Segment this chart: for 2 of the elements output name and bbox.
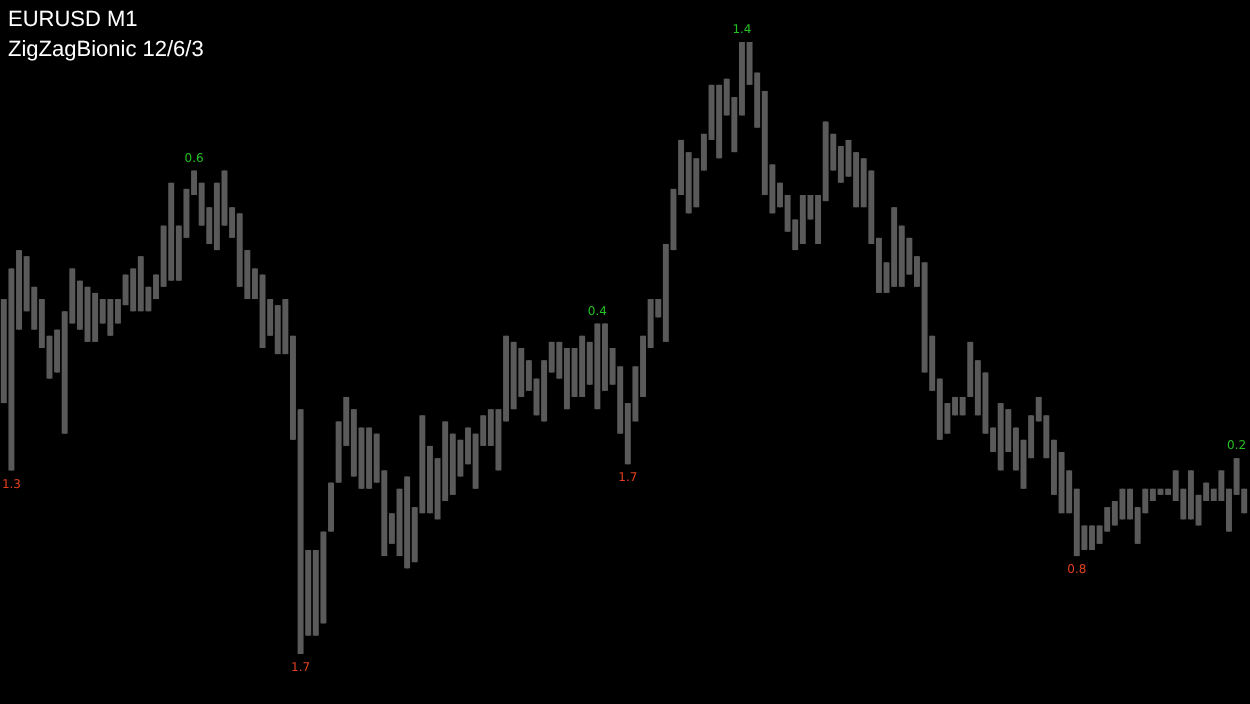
- chart-title: EURUSD M1: [8, 6, 140, 36]
- chart-subtitle: ZigZagBionic 12/6/3: [8, 36, 204, 66]
